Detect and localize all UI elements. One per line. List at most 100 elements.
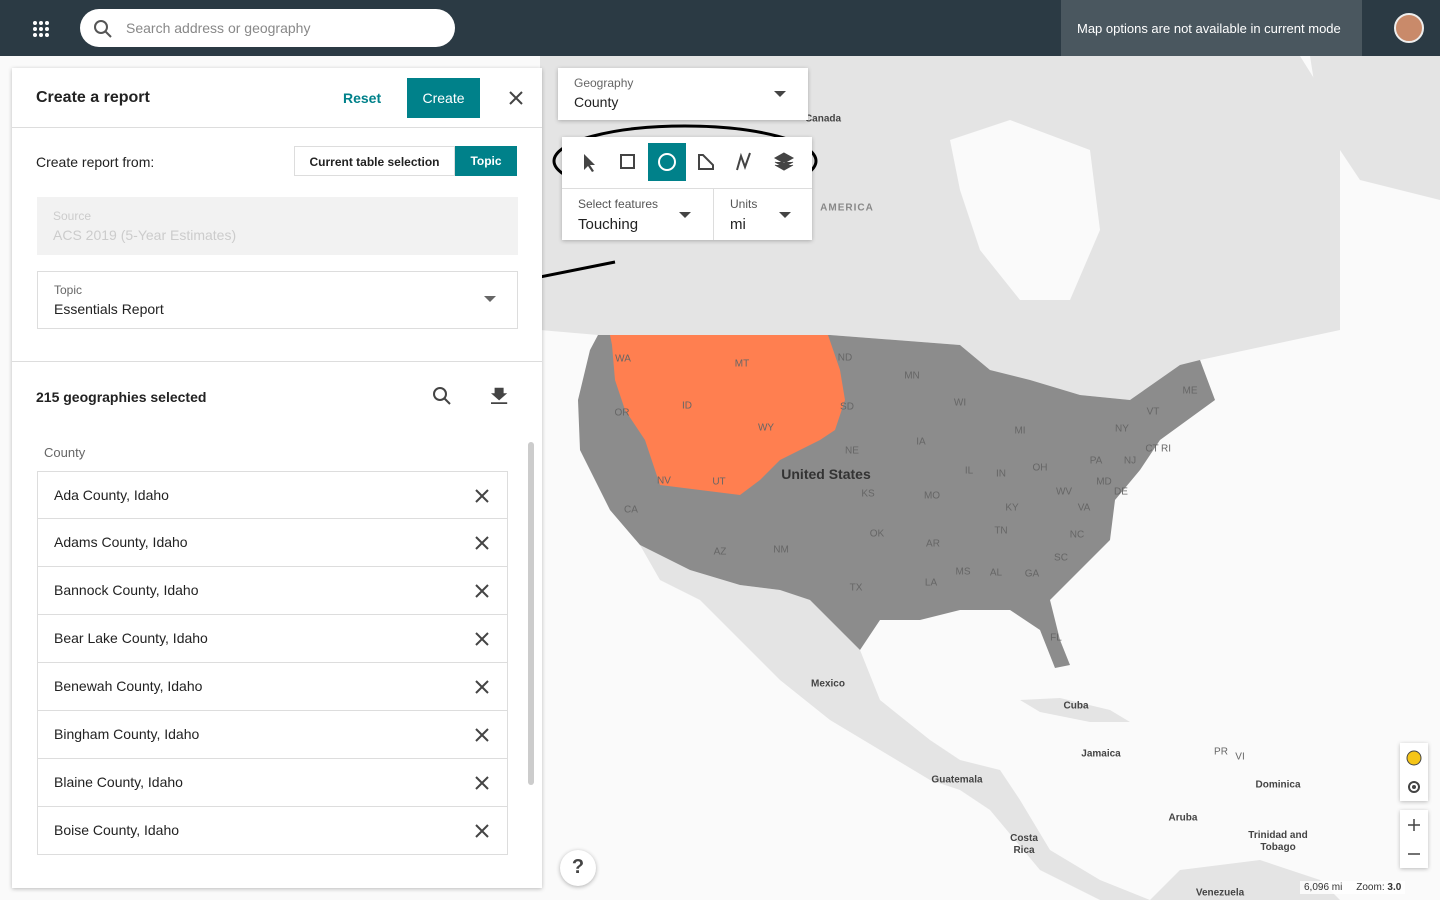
tab[interactable]: Current table selection bbox=[294, 146, 455, 176]
map-label: NJ bbox=[1123, 455, 1137, 467]
remove-icon[interactable] bbox=[474, 535, 490, 551]
map-label: LA bbox=[924, 577, 938, 589]
source-value: ACS 2019 (5-Year Estimates) bbox=[53, 227, 237, 243]
map-label: DE bbox=[1114, 486, 1128, 498]
map-label: AR bbox=[926, 538, 940, 550]
map-label: NE bbox=[845, 445, 859, 457]
map-label: NV bbox=[657, 475, 671, 487]
map-label: Jamaica bbox=[1081, 748, 1121, 760]
map-label: Venezuela bbox=[1195, 887, 1245, 899]
greenland bbox=[1310, 56, 1440, 200]
map-label: AL bbox=[989, 567, 1003, 579]
map-label: KY bbox=[1005, 502, 1019, 514]
county-name: Boise County, Idaho bbox=[54, 822, 180, 838]
map-label: IN bbox=[996, 468, 1006, 480]
county-name: Benewah County, Idaho bbox=[54, 678, 203, 694]
remove-icon[interactable] bbox=[474, 583, 490, 599]
map-label: PA bbox=[1089, 455, 1103, 467]
dropdown-icon bbox=[774, 91, 786, 97]
map-label: IA bbox=[916, 436, 926, 448]
apps-icon[interactable] bbox=[32, 20, 50, 38]
mexico bbox=[640, 545, 1150, 900]
scrollbar[interactable] bbox=[528, 442, 534, 785]
map-label: WA bbox=[615, 353, 631, 365]
tool-selected-bg bbox=[648, 143, 686, 181]
remove-icon[interactable] bbox=[474, 727, 490, 743]
map-label: VA bbox=[1077, 502, 1091, 514]
topic-label: Topic bbox=[54, 283, 83, 297]
map-label: TX bbox=[849, 582, 863, 594]
map-label: TN bbox=[994, 525, 1008, 537]
locate-icons[interactable] bbox=[1404, 749, 1424, 797]
list-header: County bbox=[44, 445, 86, 460]
divider bbox=[562, 188, 812, 189]
report-panel: Create a report Reset Create Create repo… bbox=[12, 68, 542, 888]
map-label: MI bbox=[1014, 425, 1026, 437]
county-row: Adams County, Idaho bbox=[37, 519, 508, 567]
search-box[interactable]: Search address or geography bbox=[80, 9, 455, 47]
locate-controls bbox=[1400, 743, 1428, 801]
download-icon[interactable] bbox=[491, 386, 509, 406]
map-label: Mexico bbox=[811, 678, 845, 690]
search-icon bbox=[94, 20, 112, 38]
county-row: Bear Lake County, Idaho bbox=[37, 615, 508, 663]
topic-select[interactable]: Topic Essentials Report bbox=[37, 271, 518, 329]
map-label: AZ bbox=[713, 546, 727, 558]
panel-title: Create a report bbox=[36, 89, 150, 106]
hudson-bay bbox=[950, 120, 1100, 300]
county-name: Bingham County, Idaho bbox=[54, 726, 200, 742]
map-label: OH bbox=[1032, 462, 1048, 474]
map-label: MD bbox=[1096, 476, 1112, 488]
remove-icon[interactable] bbox=[474, 631, 490, 647]
map-label: United States bbox=[781, 466, 871, 482]
help-button[interactable]: ? bbox=[560, 850, 596, 886]
from-label: Create report from: bbox=[36, 154, 155, 170]
remove-icon[interactable] bbox=[474, 488, 490, 504]
zoom-icons[interactable] bbox=[1407, 818, 1421, 862]
tab-active[interactable]: Topic bbox=[455, 146, 517, 176]
search-list-icon[interactable] bbox=[432, 386, 452, 406]
county-name: Ada County, Idaho bbox=[54, 487, 169, 503]
remove-icon[interactable] bbox=[474, 823, 490, 839]
remove-icon[interactable] bbox=[474, 775, 490, 791]
map-label: Canada bbox=[804, 113, 842, 125]
map-label: WY bbox=[757, 422, 775, 434]
county-row: Benewah County, Idaho bbox=[37, 663, 508, 711]
reset-button[interactable]: Reset bbox=[343, 90, 382, 106]
map-status: 6,096 mi Zoom: 3.0 bbox=[1300, 881, 1406, 894]
map-label: PR bbox=[1214, 746, 1228, 758]
remove-icon[interactable] bbox=[474, 679, 490, 695]
map-label: WI bbox=[953, 397, 967, 409]
map-label: ME bbox=[1182, 385, 1198, 397]
map-label: Aruba bbox=[1168, 812, 1198, 824]
tool-icons[interactable] bbox=[562, 137, 812, 187]
county-row: Bingham County, Idaho bbox=[37, 711, 508, 759]
units-value[interactable]: mi bbox=[730, 216, 746, 233]
map-label: OK bbox=[869, 528, 885, 540]
map-label: IL bbox=[964, 465, 974, 477]
top-bar: Search address or geography Map options … bbox=[0, 0, 1440, 56]
map-label: MO bbox=[923, 490, 941, 502]
map-label: SD bbox=[840, 401, 854, 413]
close-icon[interactable] bbox=[508, 90, 524, 106]
dropdown-icon bbox=[779, 212, 791, 218]
search-placeholder: Search address or geography bbox=[126, 20, 311, 36]
select-features-value[interactable]: Touching bbox=[578, 216, 639, 233]
map-label: MS bbox=[955, 566, 971, 578]
avatar[interactable] bbox=[1394, 13, 1424, 43]
geography-select[interactable]: Geography County bbox=[558, 68, 808, 120]
county-row: Boise County, Idaho bbox=[37, 807, 508, 855]
map-label: OR bbox=[614, 407, 630, 419]
map-label: Trinidad and Tobago bbox=[1248, 830, 1308, 853]
county-name: Bear Lake County, Idaho bbox=[54, 630, 208, 646]
map-label: CA bbox=[624, 504, 638, 516]
selection-count: 215 geographies selected bbox=[36, 389, 207, 405]
geography-value: County bbox=[574, 94, 619, 110]
map-label: Cuba bbox=[1063, 700, 1089, 712]
create-button[interactable]: Create bbox=[407, 78, 480, 118]
county-name: Adams County, Idaho bbox=[54, 534, 188, 550]
county-name: Bannock County, Idaho bbox=[54, 582, 199, 598]
map-label: KS bbox=[861, 488, 875, 500]
county-row: Bannock County, Idaho bbox=[37, 567, 508, 615]
map-label: ID bbox=[682, 400, 692, 412]
